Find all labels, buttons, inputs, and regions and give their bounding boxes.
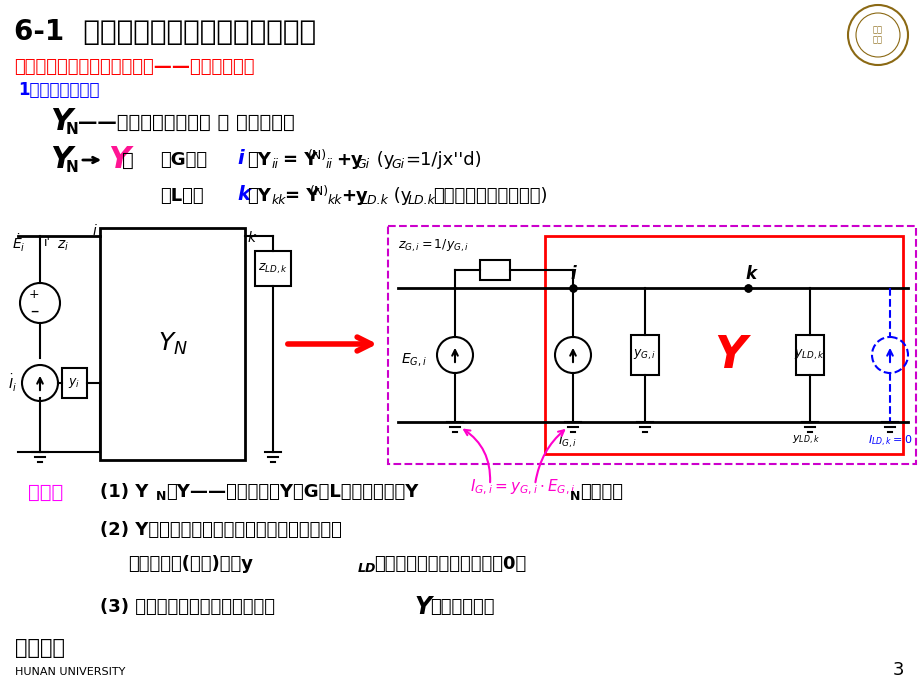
Text: N: N [66, 123, 79, 137]
Text: 负荷的作用(影响)已由y: 负荷的作用(影响)已由y [128, 555, 253, 573]
Text: kk: kk [272, 193, 286, 206]
Bar [480, 260, 509, 280]
Text: Y: Y [414, 595, 432, 619]
Text: 描述，对应节点注入电流为0！: 描述，对应节点注入电流为0！ [374, 555, 526, 573]
Text: Y: Y [50, 146, 72, 175]
Text: 1、节点导纳矩阵: 1、节点导纳矩阵 [18, 81, 99, 99]
Text: i': i' [44, 237, 51, 250]
Text: 一、实用短路计算的系统模型——节点电压方程: 一、实用短路计算的系统模型——节点电压方程 [14, 58, 255, 76]
Text: ，Y: ，Y [246, 151, 270, 169]
Text: $y_{LD,k}$: $y_{LD,k}$ [793, 348, 824, 362]
Text: (N): (N) [310, 184, 329, 197]
Text: (3) 实际的短路电流实用计算时，: (3) 实际的短路电流实用计算时， [100, 598, 275, 616]
Text: 湖南
大学: 湖南 大学 [872, 26, 882, 45]
Text: $I_{G,i}=y_{G,i}\cdot E_{G,i}$: $I_{G,i}=y_{G,i}\cdot E_{G,i}$ [470, 477, 575, 497]
Text: $y_{LD,k}$: $y_{LD,k}$ [791, 434, 819, 447]
Text: $I_{G,i}$: $I_{G,i}$ [558, 434, 577, 451]
Text: ii: ii [272, 157, 278, 170]
Text: = Y: = Y [283, 151, 317, 169]
Text: (y: (y [388, 187, 411, 205]
Bar [62, 368, 87, 398]
Text: (y: (y [370, 151, 394, 169]
Text: $I_{LD,k}=0$: $I_{LD,k}=0$ [867, 434, 912, 449]
Text: $Y_N$: $Y_N$ [157, 331, 187, 357]
Bar [795, 335, 823, 375]
Text: kk: kk [328, 193, 342, 206]
Text: 6-1  短路电流计算的基本原理与方法: 6-1 短路电流计算的基本原理与方法 [14, 18, 316, 46]
Text: Y: Y [713, 333, 745, 377]
Bar [544, 236, 902, 454]
Text: ——不含发电机内阻抗 和 负荷阻抗；: ——不含发电机内阻抗 和 负荷阻抗； [78, 112, 294, 132]
Text: 与Y——阶数相同；Y含G、L对应的导纳，Y: 与Y——阶数相同；Y含G、L对应的导纳，Y [165, 483, 418, 501]
Text: $\dot{I}_i$: $\dot{I}_i$ [8, 373, 17, 393]
Text: k: k [744, 265, 755, 283]
Text: 注意：: 注意： [28, 482, 63, 502]
Text: +y: +y [335, 151, 362, 169]
Text: $\dot{E}_i$: $\dot{E}_i$ [12, 233, 26, 253]
Text: Gi: Gi [391, 157, 403, 170]
Text: =1/jx''d): =1/jx''d) [404, 151, 482, 169]
Text: N: N [570, 491, 580, 504]
Text: $z_i$: $z_i$ [57, 239, 69, 253]
Text: $z_{LD,k}$: $z_{LD,k}$ [257, 262, 288, 276]
Text: Gi: Gi [356, 157, 369, 170]
Text: –: – [29, 302, 39, 320]
Text: i: i [570, 265, 575, 283]
Text: i: i [93, 224, 96, 238]
Text: 3: 3 [891, 661, 902, 679]
Text: 对L节点: 对L节点 [160, 187, 203, 205]
Bar [100, 228, 244, 460]
Text: $E_{G,i}$: $E_{G,i}$ [401, 351, 426, 368]
Text: LD.k: LD.k [407, 193, 436, 206]
Bar [255, 251, 290, 286]
Text: N: N [156, 491, 166, 504]
Text: ，Y: ，Y [246, 187, 270, 205]
Text: $y_{G,i}$: $y_{G,i}$ [632, 348, 656, 362]
Text: $y_i$: $y_i$ [68, 376, 80, 390]
Text: HUNAN UNIVERSITY: HUNAN UNIVERSITY [15, 667, 125, 677]
Bar [630, 335, 658, 375]
Text: k: k [237, 184, 250, 204]
Text: 对G节点: 对G节点 [160, 151, 207, 169]
Text: 为纯电抗网络: 为纯电抗网络 [429, 598, 494, 616]
Text: 由短路前正常负荷决定): 由短路前正常负荷决定) [433, 187, 547, 205]
Text: k: k [248, 231, 255, 245]
Text: +y: +y [341, 187, 368, 205]
Text: = Y: = Y [285, 187, 319, 205]
Text: (1) Y: (1) Y [100, 483, 148, 501]
Text: (2) Y对应的网络，仅发电机节点是有源节点；: (2) Y对应的网络，仅发电机节点是有源节点； [100, 521, 342, 539]
Text: Y: Y [108, 146, 130, 175]
Text: 湖南大学: 湖南大学 [15, 638, 65, 658]
Text: i: i [237, 148, 244, 168]
Text: LD: LD [357, 562, 376, 575]
Text: +: + [28, 288, 40, 302]
Text: ii: ii [325, 157, 333, 170]
Text: ：: ： [122, 150, 133, 170]
Text: LD.k: LD.k [360, 193, 389, 206]
Text: 则不含；: 则不含； [579, 483, 622, 501]
Text: $z_{G,i}=1/y_{G,i}$: $z_{G,i}=1/y_{G,i}$ [398, 238, 469, 254]
Text: Y: Y [50, 108, 72, 137]
Text: (N): (N) [308, 148, 327, 161]
Bar [388, 226, 915, 464]
Text: N: N [66, 161, 79, 175]
